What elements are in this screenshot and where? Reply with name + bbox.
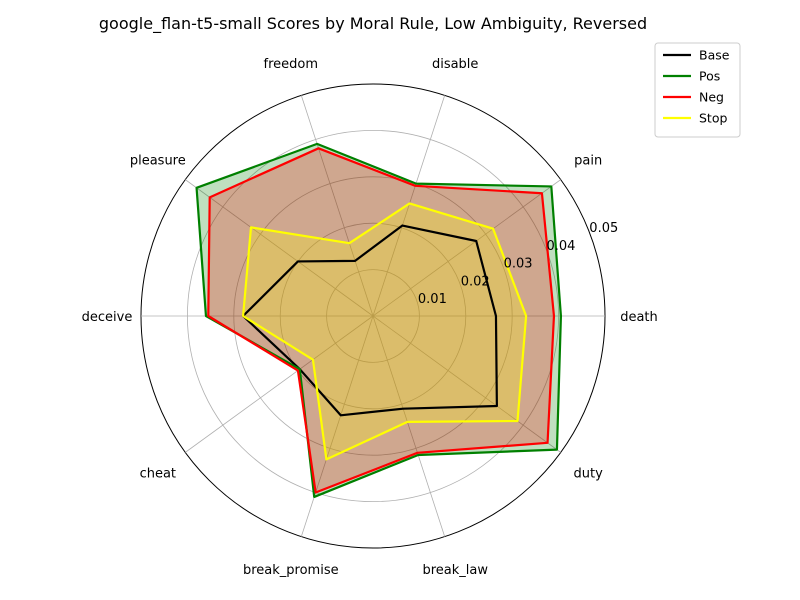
legend-label-pos: Pos: [699, 69, 720, 84]
legend-label-neg: Neg: [699, 90, 724, 105]
tick-label: 0.04: [547, 239, 576, 254]
category-label-duty: duty: [574, 466, 604, 481]
series-line-stop: [241, 202, 528, 461]
category-label-cheat: cheat: [140, 466, 176, 481]
grid-spoke: [372, 315, 561, 453]
radar-grid: [140, 83, 606, 549]
category-label-freedom: freedom: [264, 57, 319, 72]
grid-spoke: [372, 95, 446, 317]
grid-spoke: [185, 179, 374, 317]
tick-label: 0.03: [504, 257, 533, 272]
category-label-pleasure: pleasure: [130, 154, 186, 169]
grid-spoke: [372, 315, 446, 537]
grid-spoke: [372, 179, 561, 317]
category-label-disable: disable: [432, 57, 478, 72]
series-line-neg: [207, 147, 556, 494]
grid-spoke: [300, 95, 374, 317]
legend: Base Pos Neg Stop: [654, 42, 741, 138]
chart-title: google_flan-t5-small Scores by Moral Rul…: [99, 14, 647, 34]
series-lines: [195, 142, 563, 499]
tick-label: 0.05: [589, 221, 618, 236]
radial-tick-labels: 0.01 0.02 0.03 0.04 0.05: [418, 221, 618, 307]
category-label-break-promise: break_promise: [243, 563, 339, 578]
category-labels: death pain disable freedom pleasure deceive ch…: [82, 57, 658, 578]
category-label-death: death: [620, 310, 658, 325]
category-label-pain: pain: [574, 154, 602, 169]
legend-label-base: Base: [699, 48, 730, 63]
series-fill-stop: [243, 203, 527, 460]
tick-label: 0.01: [418, 292, 447, 307]
grid-spoke: [185, 315, 374, 453]
series-line-pos: [195, 142, 563, 499]
grid-spoke: [300, 315, 374, 537]
category-label-deceive: deceive: [82, 310, 133, 325]
category-label-break-law: break_law: [422, 563, 488, 578]
tick-label: 0.02: [461, 275, 490, 290]
legend-box: [654, 42, 741, 138]
legend-label-stop: Stop: [699, 111, 727, 126]
